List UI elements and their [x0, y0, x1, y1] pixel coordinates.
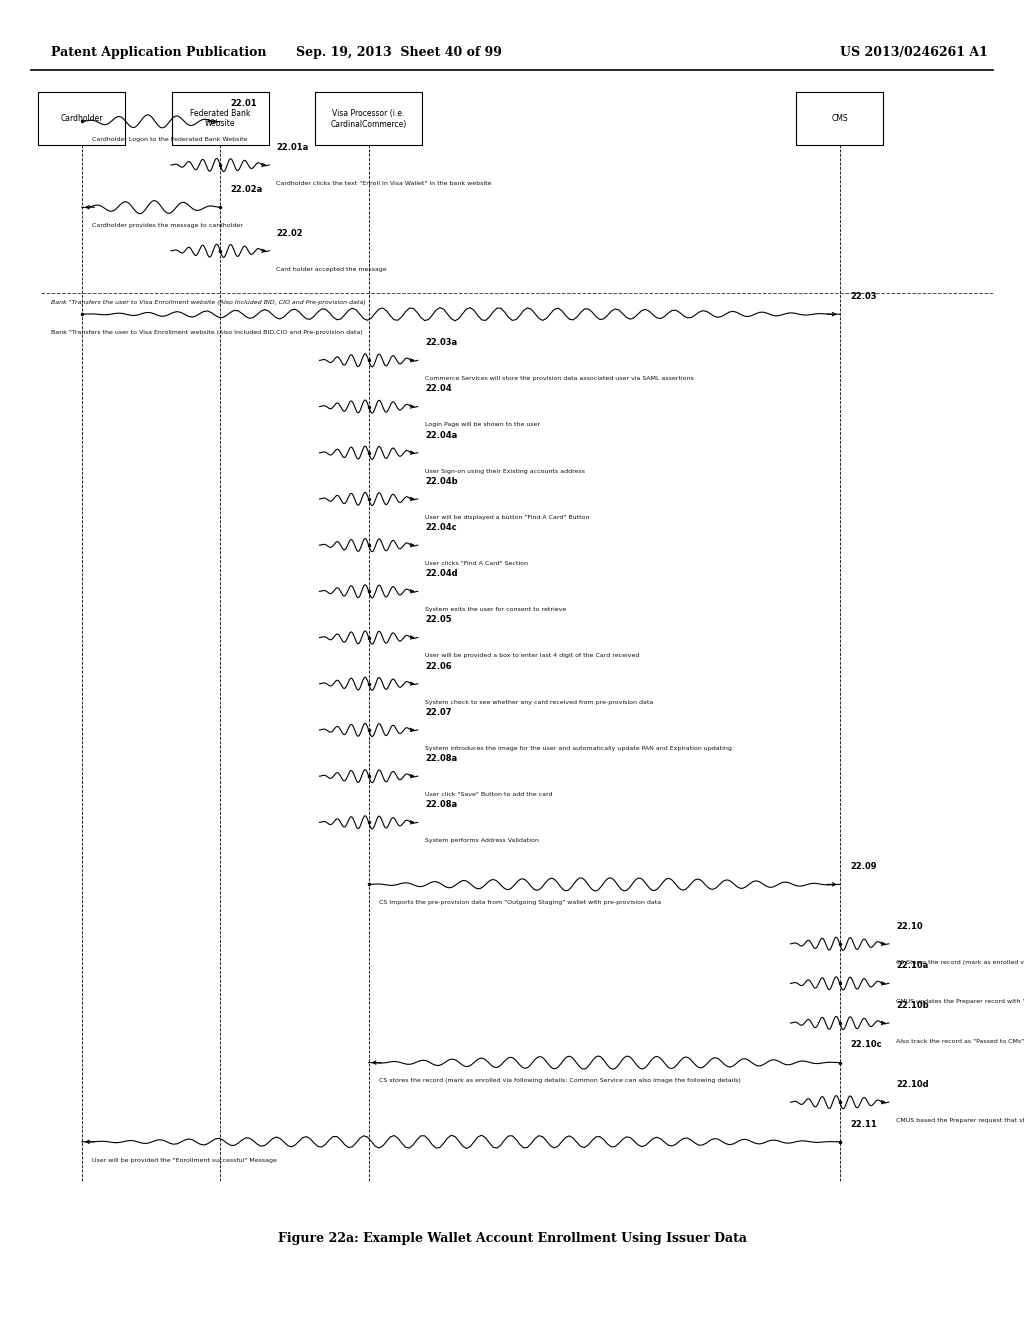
Text: Bank "Transfers the user to Visa Enrollment website (Also Included BID,CIO and P: Bank "Transfers the user to Visa Enrollm…: [51, 330, 362, 335]
Text: Cardholder Logon to the Federated Bank Website: Cardholder Logon to the Federated Bank W…: [92, 137, 248, 143]
Text: CS Imports the pre-provision data from "Outgoing Staging" wallet with pre-provis: CS Imports the pre-provision data from "…: [379, 900, 662, 906]
Text: 22.10d: 22.10d: [896, 1080, 929, 1089]
Text: 22.08a: 22.08a: [425, 800, 457, 809]
Text: 22.04: 22.04: [425, 384, 452, 393]
Text: System introduces the image for the user and automatically update PAN and Expira: System introduces the image for the user…: [425, 746, 732, 751]
Text: Also track the record as "Passed to CMs": Also track the record as "Passed to CMs": [896, 1039, 1024, 1044]
Text: 22.10a: 22.10a: [896, 961, 928, 970]
Text: Cardholder clicks the text "Enroll In Visa Wallet" in the bank website: Cardholder clicks the text "Enroll In Vi…: [276, 181, 492, 186]
Bar: [39, 92, 125, 145]
Text: System performs Address Validation: System performs Address Validation: [425, 838, 539, 843]
Text: User will be displayed a button "Find A Card" Button: User will be displayed a button "Find A …: [425, 515, 590, 520]
Text: 22.10b: 22.10b: [896, 1001, 929, 1010]
Text: System exits the user for consent to retrieve: System exits the user for consent to ret…: [425, 607, 566, 612]
Text: Cardholder: Cardholder: [60, 115, 103, 123]
Text: Federated Bank
Website: Federated Bank Website: [190, 110, 250, 128]
Text: 22.02a: 22.02a: [230, 185, 262, 194]
Text: CMS: CMS: [831, 115, 848, 123]
Text: Figure 22a: Example Wallet Account Enrollment Using Issuer Data: Figure 22a: Example Wallet Account Enrol…: [278, 1232, 746, 1245]
Text: Cardholder provides the message to cardholder: Cardholder provides the message to cardh…: [92, 223, 243, 228]
Text: 22.01: 22.01: [230, 99, 257, 108]
Bar: [797, 92, 883, 145]
Text: Login Page will be shown to the user: Login Page will be shown to the user: [425, 422, 540, 428]
Text: 22.10: 22.10: [896, 921, 923, 931]
Text: 22.04b: 22.04b: [425, 477, 458, 486]
Text: 22.04d: 22.04d: [425, 569, 458, 578]
Text: 22.10c: 22.10c: [850, 1040, 882, 1049]
Text: 22.09: 22.09: [850, 862, 877, 871]
Text: Visa Processor (i.e.
CardinalCommerce): Visa Processor (i.e. CardinalCommerce): [331, 110, 407, 128]
Text: User clicks "Find A Card" Section: User clicks "Find A Card" Section: [425, 561, 528, 566]
Text: Commerce Services will store the provision data associated user via SAML asserti: Commerce Services will store the provisi…: [425, 376, 693, 381]
Text: 22.01a: 22.01a: [276, 143, 308, 152]
Text: CS stores the record (mark as enrolled via following details: Common Service can: CS stores the record (mark as enrolled v…: [379, 1078, 740, 1084]
Text: Card holder accepted the message: Card holder accepted the message: [276, 267, 387, 272]
Text: User Sign-on using their Existing accounts address: User Sign-on using their Existing accoun…: [425, 469, 585, 474]
Text: 22.04c: 22.04c: [425, 523, 457, 532]
Text: User will be provided a box to enter last 4 digit of the Card received: User will be provided a box to enter las…: [425, 653, 639, 659]
Text: 22.03: 22.03: [850, 292, 877, 301]
Text: CS Stores the record (mark as enrolled via following details): CS Stores the record (mark as enrolled v…: [896, 960, 1024, 965]
Text: 22.05: 22.05: [425, 615, 452, 624]
Bar: [171, 92, 268, 145]
Text: CMUS updates the Preparer record with "VDCP": CMUS updates the Preparer record with "V…: [896, 999, 1024, 1005]
Text: System check to see whether any card received from pre-provision data: System check to see whether any card rec…: [425, 700, 653, 705]
Text: 22.02: 22.02: [276, 228, 303, 238]
Text: 22.07: 22.07: [425, 708, 452, 717]
Text: User click "Save" Button to add the card: User click "Save" Button to add the card: [425, 792, 553, 797]
Text: 22.03a: 22.03a: [425, 338, 457, 347]
Text: 22.08a: 22.08a: [425, 754, 457, 763]
Text: User will be provided the "Enrollment successful" Message: User will be provided the "Enrollment su…: [92, 1158, 278, 1163]
Text: Patent Application Publication: Patent Application Publication: [51, 46, 266, 59]
Text: Bank "Transfers the user to Visa Enrollment website (Also Included BID, CIO and : Bank "Transfers the user to Visa Enrollm…: [51, 300, 366, 305]
Bar: [315, 92, 422, 145]
Text: 22.11: 22.11: [850, 1119, 877, 1129]
Text: US 2013/0246261 A1: US 2013/0246261 A1: [840, 46, 987, 59]
Text: 22.04a: 22.04a: [425, 430, 457, 440]
Text: Sep. 19, 2013  Sheet 40 of 99: Sep. 19, 2013 Sheet 40 of 99: [296, 46, 503, 59]
Text: 22.06: 22.06: [425, 661, 452, 671]
Text: CMUS based the Preparer request that states below actions of BIP, CR, PAC number: CMUS based the Preparer request that sta…: [896, 1118, 1024, 1123]
